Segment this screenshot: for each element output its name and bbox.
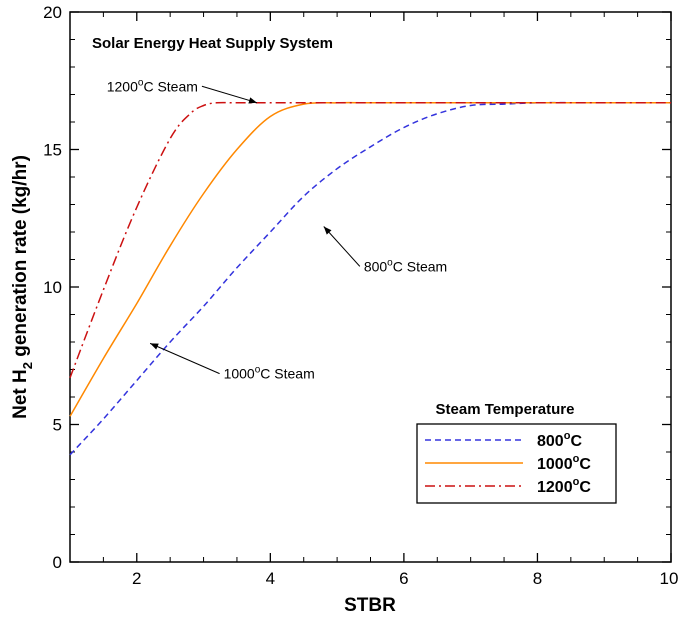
series-line-C-2 [69,101,671,379]
annotation-label: 1000oC Steam [224,365,315,382]
annotation-label: 1200oC Steam [107,77,198,94]
y-tick-label: 5 [53,416,62,435]
x-tick-label: 8 [533,569,542,588]
series-line-C-0 [69,101,671,456]
legend-title: Steam Temperature [436,401,575,418]
legend-label: 1000oC [537,453,591,473]
annotation-arrowhead [150,343,159,350]
y-tick-label: 0 [53,553,62,572]
annotation-arrowhead [248,97,257,104]
annotation-leader [323,226,361,267]
annotation-leader [201,85,258,104]
y-tick-label: 10 [43,278,62,297]
annotation-label: 800oC Steam [364,257,447,274]
chart-title: Solar Energy Heat Supply System [92,35,333,52]
series-layer [69,101,671,456]
annotation-leader [149,342,220,375]
y-axis-title: Net H2 generation rate (kg/hr) [10,155,35,419]
legend-label: 1200oC [537,476,591,496]
x-tick-label: 10 [660,569,679,588]
series-line-C-1 [69,101,671,417]
axis-ticks: 2 4 6 8 10 0 5 10 15 20 [43,3,678,588]
legend: Steam Temperature 800oC 1000oC 1200oC [416,401,617,504]
x-tick-label: 6 [399,569,408,588]
legend-box [416,423,617,504]
x-axis-title: STBR [344,595,396,616]
y-tick-label: 15 [43,141,62,160]
annotation-arrowhead [323,226,332,235]
y-tick-label: 20 [43,3,62,22]
annotation-layer: 1200oC Steam 800oC Steam 1000oC Steam [107,77,447,381]
x-tick-label: 4 [266,569,275,588]
x-tick-label: 2 [132,569,141,588]
legend-label: 800oC [537,430,582,450]
